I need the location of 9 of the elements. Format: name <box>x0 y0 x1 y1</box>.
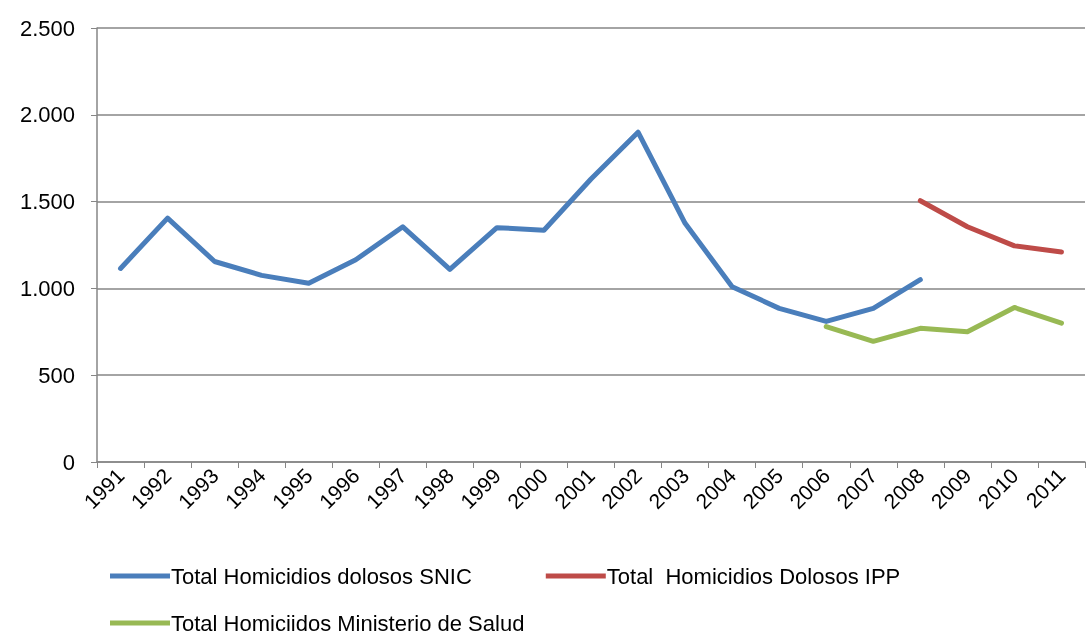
y-tick-label: 500 <box>38 362 75 388</box>
y-tick-label: 2.500 <box>19 15 75 41</box>
y-tick-label: 1.500 <box>19 189 75 215</box>
legend-label: Total Homicidios Dolosos IPP <box>606 563 901 589</box>
legend-label: Total Homiciidos Ministerio de Salud <box>171 610 525 636</box>
legend-label: Total Homicidios dolosos SNIC <box>171 563 472 589</box>
y-tick-label: 2.000 <box>19 102 75 128</box>
y-tick-label: 1.000 <box>19 275 75 301</box>
y-tick-label: 0 <box>62 449 75 475</box>
